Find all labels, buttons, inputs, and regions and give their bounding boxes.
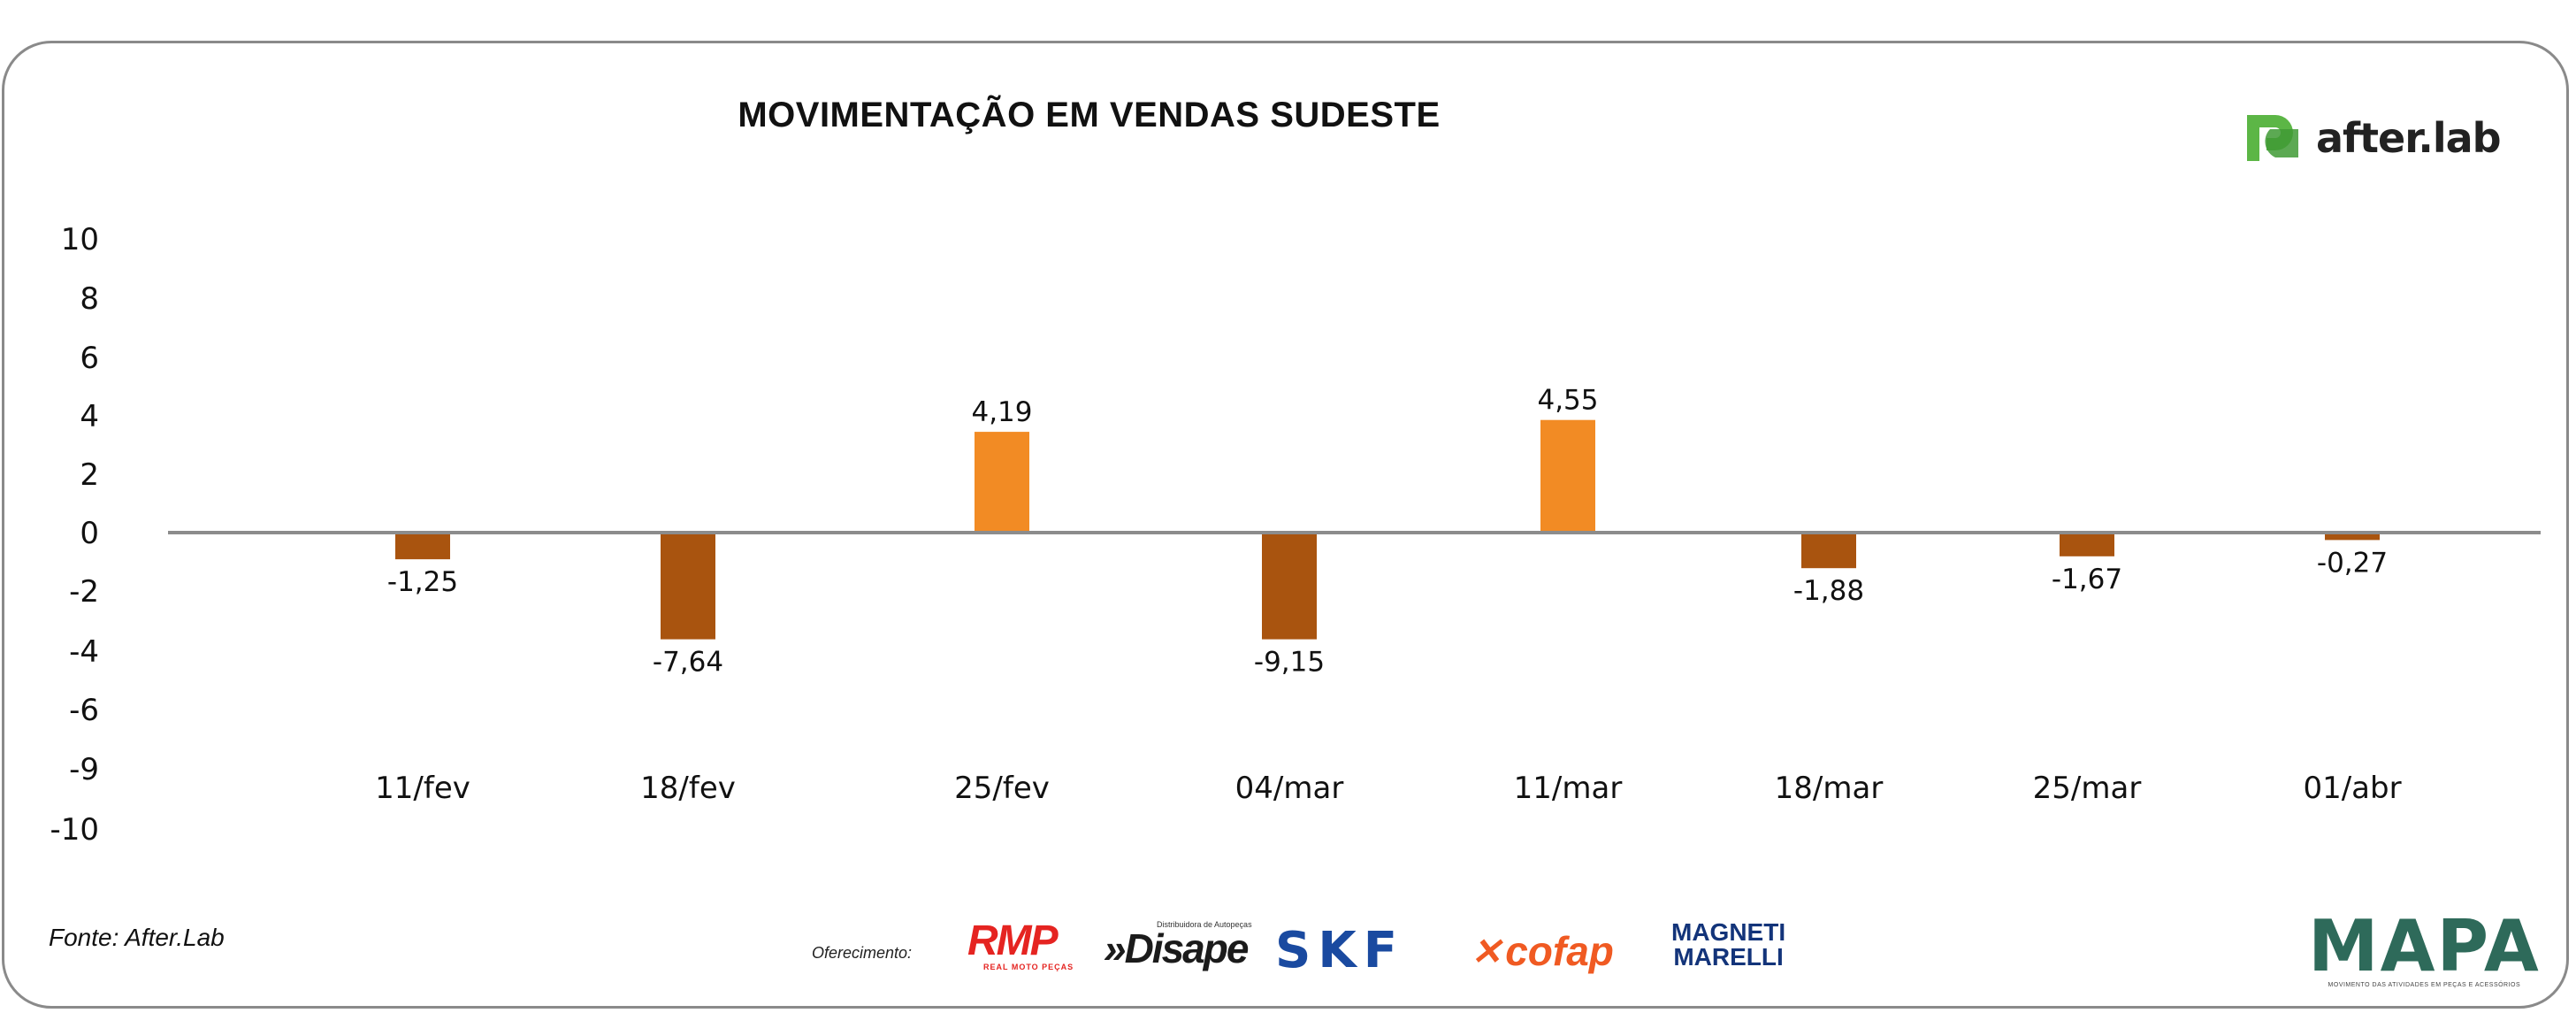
data-label: -0,27	[2317, 547, 2388, 579]
disape-logo-tagline: Distribuidora de Autopeças	[1157, 920, 1252, 929]
y-tick-label: 10	[61, 222, 99, 257]
chart-title: MOVIMENTAÇÃO EM VENDAS SUDESTE	[738, 96, 1441, 134]
afterlab-logo: after.lab	[2240, 111, 2502, 165]
bar	[395, 533, 450, 560]
y-tick-label: -6	[69, 693, 99, 728]
rmp-logo: RMP REAL MOTO PEÇAS	[967, 917, 1074, 972]
x-tick-label: 18/fev	[640, 771, 736, 806]
bar	[1801, 533, 1856, 569]
data-label: 4,55	[1537, 385, 1598, 417]
magneti-logo-line2: MARELLI	[1673, 943, 1784, 971]
data-label: -1,67	[2052, 564, 2122, 595]
rmp-logo-text: RMP	[967, 917, 1059, 964]
bar	[2325, 533, 2380, 541]
y-tick-label: -2	[69, 574, 99, 610]
x-tick-label: 04/mar	[1235, 771, 1344, 806]
cofap-logo-text: cofap	[1505, 928, 1614, 974]
x-tick-label: 11/fev	[375, 771, 470, 806]
magneti-logo-line1: MAGNETI	[1671, 918, 1786, 946]
bar	[1540, 419, 1595, 533]
mapa-logo: MAPA MOVIMENTO DAS ATIVIDADES EM PEÇAS E…	[2308, 905, 2541, 989]
data-label: 4,19	[971, 396, 1032, 428]
data-label: -1,25	[387, 566, 458, 598]
y-tick-label: 6	[80, 341, 99, 376]
bar	[661, 533, 715, 640]
x-tick-label: 01/abr	[2303, 771, 2401, 806]
disape-logo: Distribuidora de Autopeças »Disape	[1104, 920, 1252, 971]
skf-logo: SKF	[1275, 922, 1404, 979]
magneti-marelli-logo: MAGNETI MARELLI	[1671, 920, 1785, 970]
afterlab-logo-icon	[2247, 115, 2298, 161]
source-note: Fonte: After.Lab	[49, 924, 225, 951]
cofap-logo: ✕ cofap	[1471, 927, 1614, 975]
x-tick-label: 25/mar	[2033, 771, 2142, 806]
sponsors-label: Oferecimento:	[812, 944, 913, 962]
x-tick-label: 18/mar	[1775, 771, 1884, 806]
cofap-logo-icon: ✕	[1471, 930, 1502, 972]
data-label: -1,88	[1793, 575, 1864, 607]
y-tick-label: -4	[69, 634, 99, 670]
bar	[975, 432, 1029, 533]
rmp-logo-tagline: REAL MOTO PEÇAS	[983, 963, 1074, 971]
chart-frame	[2, 41, 2569, 1009]
mapa-logo-tagline: MOVIMENTO DAS ATIVIDADES EM PEÇAS E ACES…	[2328, 982, 2521, 988]
mapa-logo-text: MAPA	[2308, 905, 2541, 987]
data-label: -9,15	[1254, 647, 1325, 679]
disape-logo-text: »Disape	[1104, 925, 1249, 971]
bar	[2060, 533, 2114, 556]
bar	[1262, 533, 1317, 640]
y-tick-label: 4	[80, 399, 99, 434]
data-label: -7,64	[653, 647, 723, 679]
y-tick-label: 0	[80, 516, 99, 551]
x-tick-label: 11/mar	[1514, 771, 1623, 806]
y-tick-label: -10	[50, 812, 99, 848]
x-tick-label: 25/fev	[954, 771, 1050, 806]
y-tick-label: 2	[80, 457, 99, 493]
y-tick-label: -9	[69, 752, 99, 787]
y-tick-label: 8	[80, 281, 99, 317]
afterlab-logo-text: after.lab	[2316, 114, 2502, 162]
